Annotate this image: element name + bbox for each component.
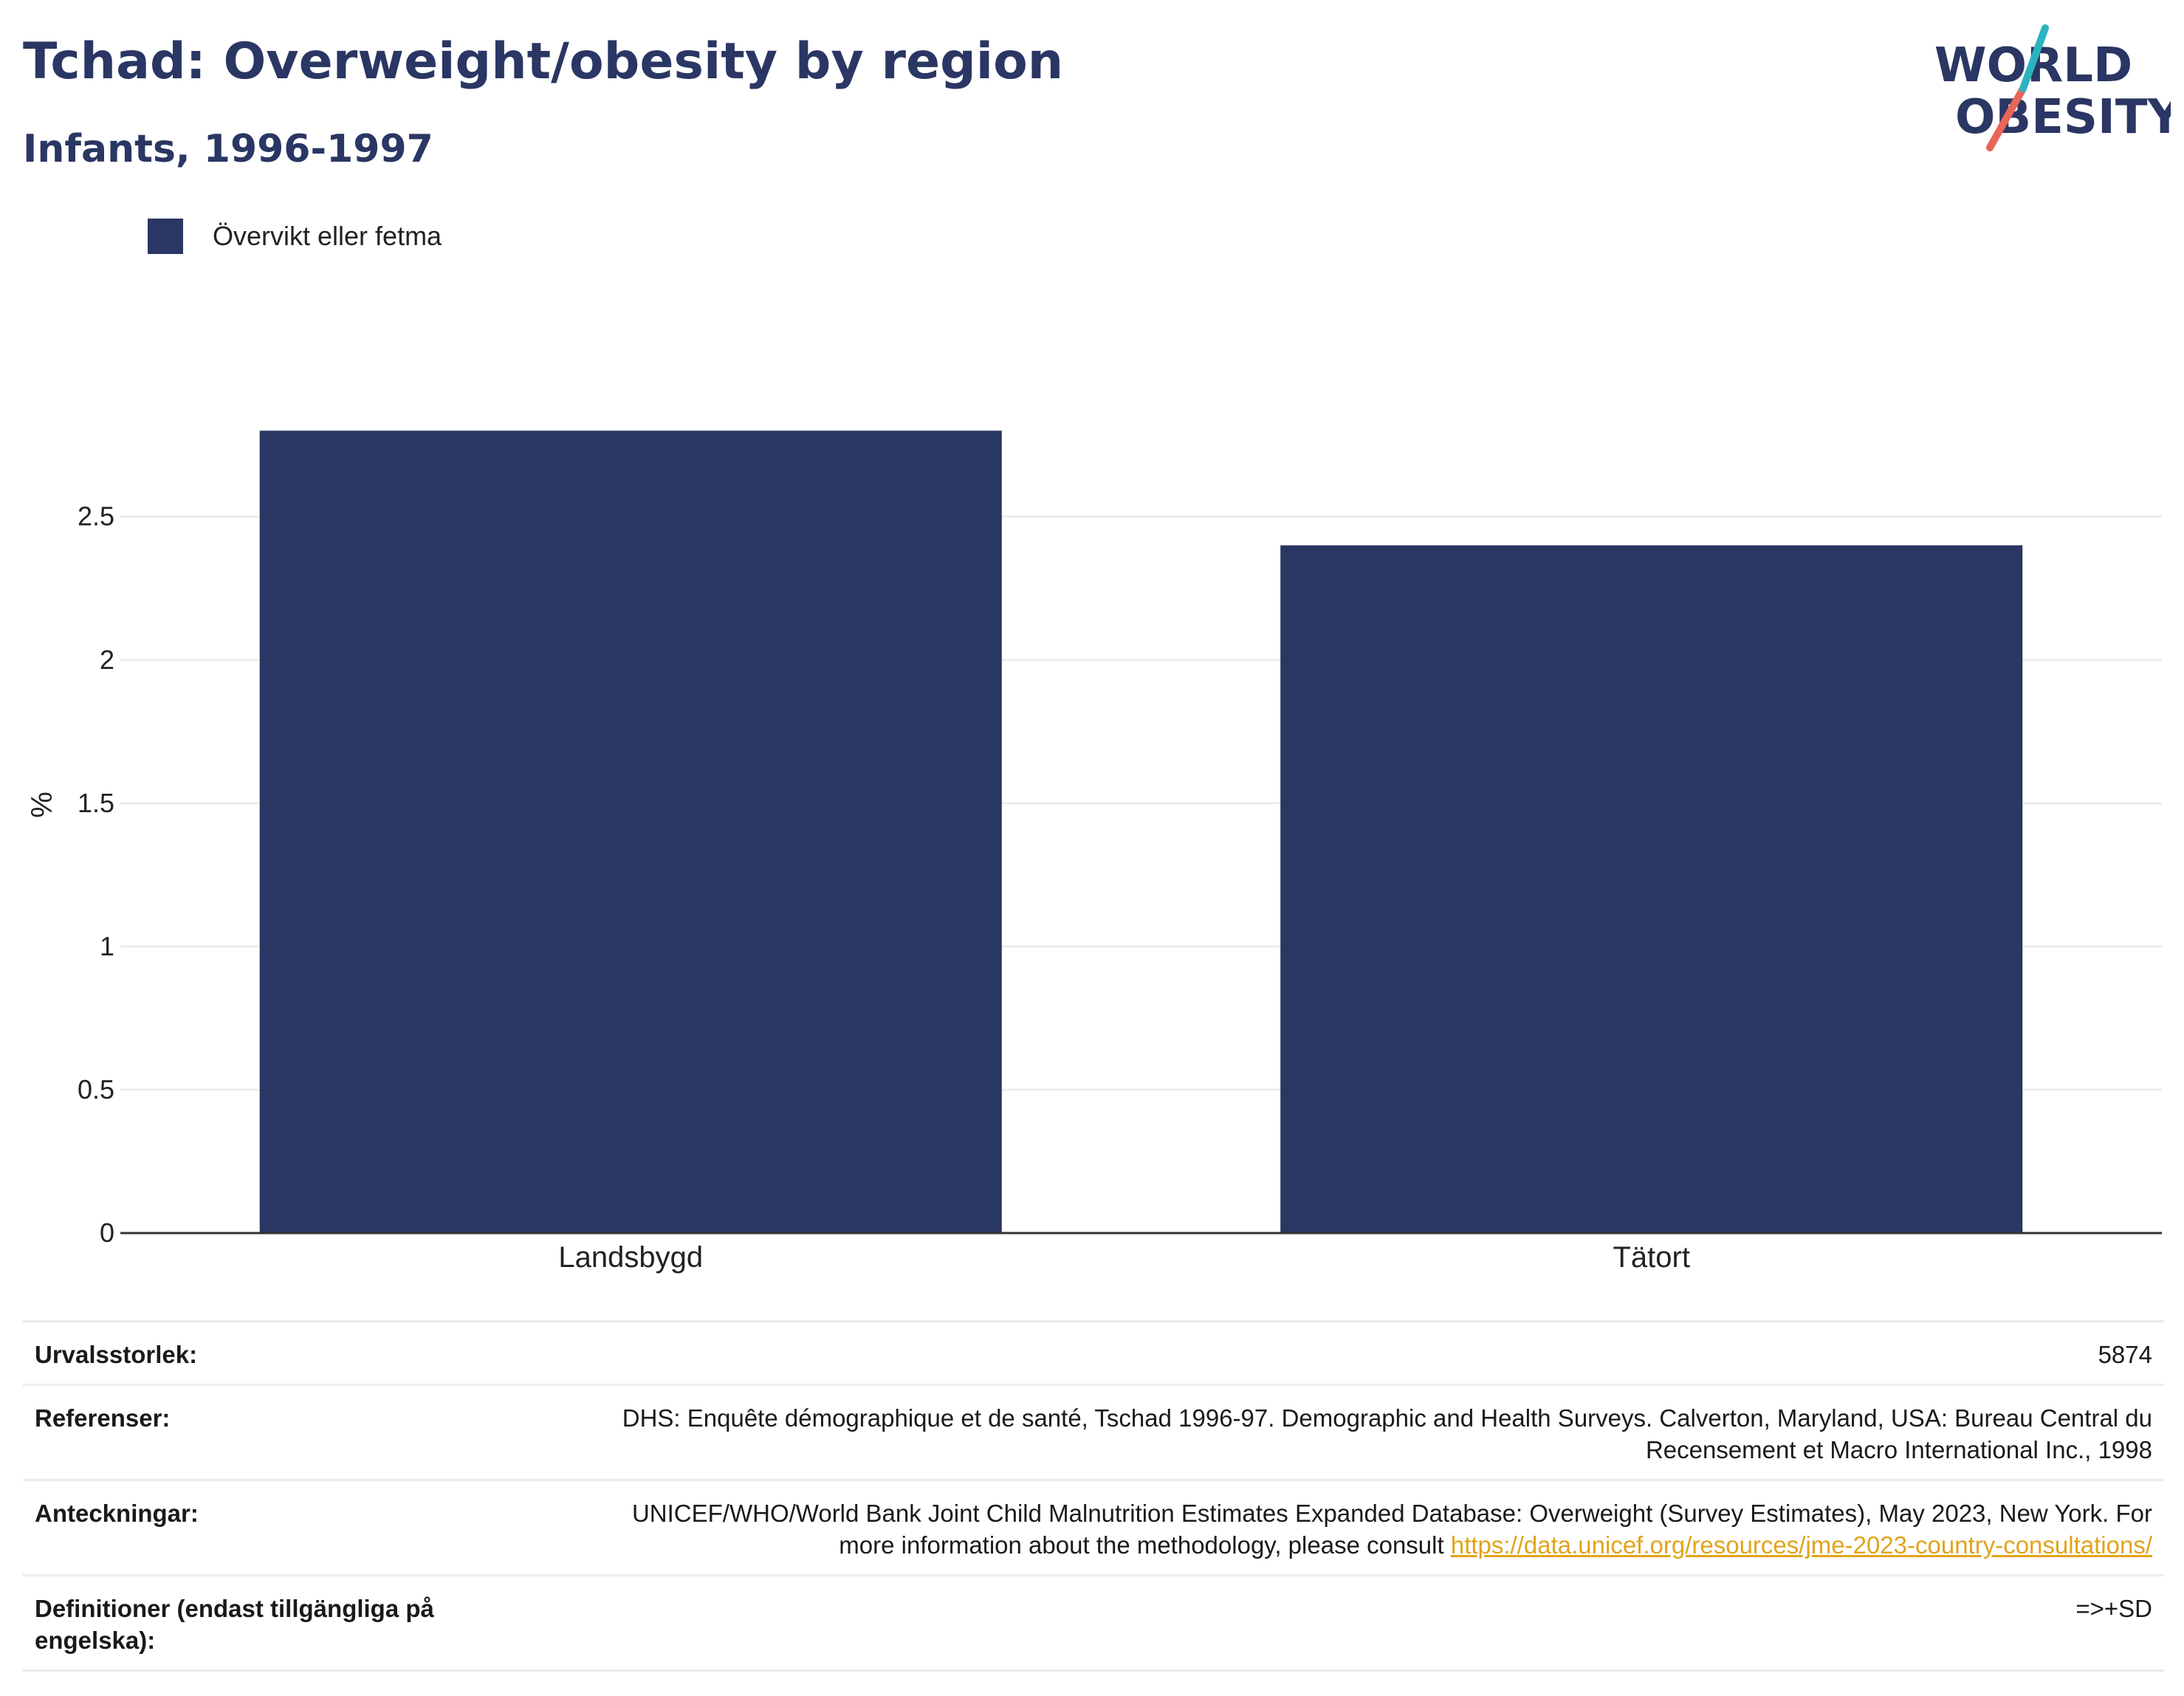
y-tick-label: 2.5 (78, 501, 114, 532)
legend-swatch (148, 219, 183, 254)
info-row-definitions: Definitioner (endast tillgängliga på eng… (23, 1574, 2164, 1672)
logo-line2: OBESITY (1955, 90, 2171, 145)
info-table: Urvalsstorlek: 5874 Referenser: DHS: Enq… (23, 1320, 2164, 1672)
sample-size-label: Urvalsstorlek: (35, 1341, 198, 1368)
notes-label: Anteckningar: (35, 1500, 199, 1527)
methodology-link[interactable]: https://data.unicef.org/resources/jme-20… (1450, 1531, 2152, 1559)
y-tick-label: 1.5 (78, 788, 114, 818)
y-tick-label: 0.5 (78, 1074, 114, 1105)
bar-0 (259, 430, 1002, 1233)
bar-1 (1280, 545, 2023, 1233)
y-tick-label: 0 (100, 1218, 114, 1248)
references-label: Referenser: (35, 1404, 171, 1432)
info-row-sample-size: Urvalsstorlek: 5874 (23, 1320, 2164, 1384)
notes-value: UNICEF/WHO/World Bank Joint Child Malnut… (572, 1497, 2152, 1561)
y-axis-title: % (26, 792, 58, 818)
bar-chart: 0 0.5 1 1.5 2 2.5 Landsbygd Tätort % (26, 430, 2162, 1274)
info-row-references: Referenser: DHS: Enquête démographique e… (23, 1384, 2164, 1479)
x-category-label: Landsbygd (558, 1241, 703, 1274)
y-tick-label: 1 (100, 931, 114, 961)
references-value: DHS: Enquête démographique et de santé, … (622, 1404, 2152, 1463)
x-category-label: Tätort (1613, 1241, 1690, 1274)
legend-label: Övervikt eller fetma (213, 221, 442, 251)
chart-subtitle: Infants, 1996-1997 (23, 127, 433, 171)
chart-title: Tchad: Overweight/obesity by region (23, 32, 1064, 91)
definitions-label: Definitioner (endast tillgängliga på eng… (35, 1595, 434, 1654)
info-row-notes: Anteckningar: UNICEF/WHO/World Bank Join… (23, 1479, 2164, 1574)
world-obesity-logo: WORLD OBESITY (1934, 24, 2171, 151)
y-tick-label: 2 (100, 645, 114, 675)
sample-size-value: 5874 (2098, 1341, 2152, 1368)
definitions-value: =>+SD (2075, 1595, 2152, 1622)
notes-text: UNICEF/WHO/World Bank Joint Child Malnut… (631, 1500, 2152, 1559)
chart-legend: Övervikt eller fetma (148, 219, 442, 254)
